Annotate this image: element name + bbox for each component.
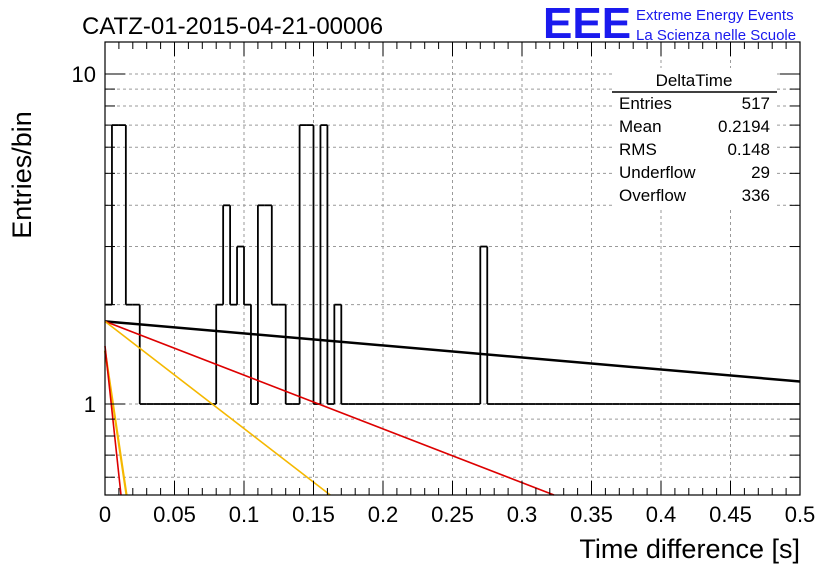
fit-line-orange xyxy=(104,320,331,496)
x-tick-label: 0.5 xyxy=(785,502,816,527)
stats-row-label: RMS xyxy=(619,140,657,159)
stats-row-value: 517 xyxy=(742,94,770,113)
stats-title: DeltaTime xyxy=(656,71,733,90)
chart-title: CATZ-01-2015-04-21-00006 xyxy=(82,13,383,40)
axis-ticks: 0 0.05 0.1 0.15 0.2 0.25 0.3 0.35 0.4 0.45 0.5 1 10 xyxy=(72,42,816,527)
x-tick-label: 0.2 xyxy=(368,502,399,527)
y-tick-label: 1 xyxy=(84,392,96,417)
x-tick-label: 0 xyxy=(99,502,111,527)
x-axis-label: Time difference [s] xyxy=(579,534,800,564)
org-name-line1: Extreme Energy Events xyxy=(636,7,794,24)
eee-logo: EEE xyxy=(543,0,631,48)
stats-row-value: 0.2194 xyxy=(718,117,770,136)
x-tick-label: 0.45 xyxy=(709,502,752,527)
fit-line-red xyxy=(104,320,555,496)
fit-line-red-steep xyxy=(104,345,122,496)
x-tick-label: 0.25 xyxy=(431,502,474,527)
stats-row-label: Underflow xyxy=(619,163,696,182)
x-tick-label: 0.4 xyxy=(646,502,677,527)
x-tick-label: 0.05 xyxy=(153,502,196,527)
x-tick-label: 0.15 xyxy=(292,502,335,527)
x-tick-label: 0.35 xyxy=(570,502,613,527)
stats-box: DeltaTime Entries 517 Mean 0.2194 RMS 0.148 Un… xyxy=(612,68,777,208)
org-name-line2: La Scienza nelle Scuole xyxy=(636,27,796,44)
fit-lines-layer xyxy=(103,320,801,496)
stats-row-label: Entries xyxy=(619,94,672,113)
y-tick-label: 10 xyxy=(72,62,96,87)
stats-row-value: 29 xyxy=(751,163,770,182)
stats-row-label: Overflow xyxy=(619,186,687,205)
y-axis-label: Entries/bin xyxy=(7,111,37,239)
x-tick-label: 0.1 xyxy=(229,502,260,527)
stats-row-value: 0.148 xyxy=(727,140,770,159)
stats-row-value: 336 xyxy=(742,186,770,205)
fit-line-black xyxy=(104,320,801,383)
stats-row-label: Mean xyxy=(619,117,662,136)
x-tick-label: 0.3 xyxy=(507,502,538,527)
stats-rows: Entries 517 Mean 0.2194 RMS 0.148 Underflow 29 O… xyxy=(619,94,770,205)
